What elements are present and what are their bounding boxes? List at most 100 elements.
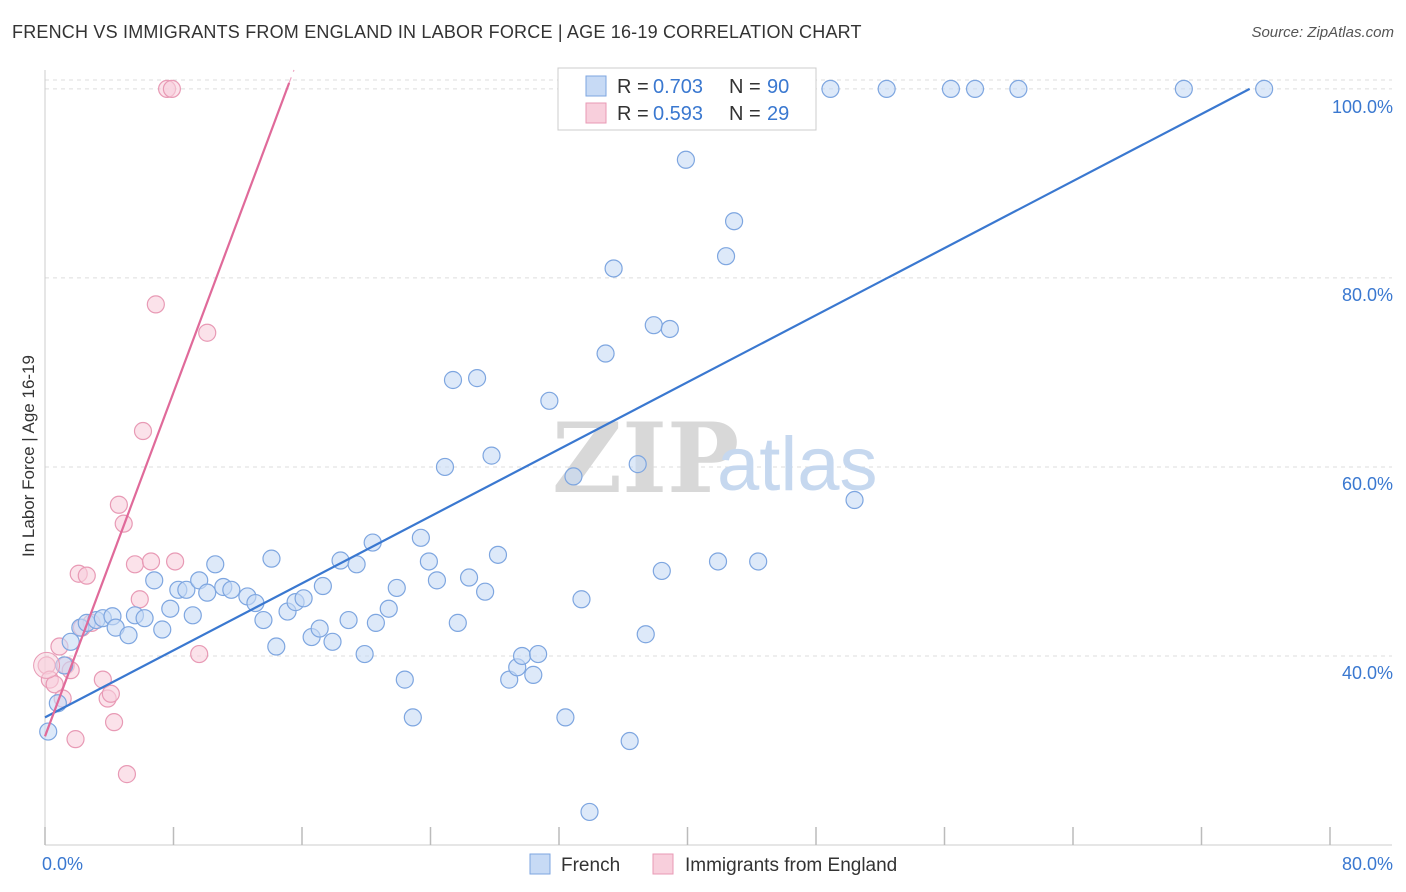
french-point — [708, 552, 728, 571]
french-trend-line — [44, 87, 1251, 719]
french-point — [411, 528, 430, 547]
legend-r-label-1: R = — [617, 76, 649, 98]
y-tick-label: 100.0% — [1332, 97, 1393, 117]
french-point — [310, 619, 329, 638]
french-point — [262, 549, 281, 568]
french-point — [198, 583, 217, 602]
french-point — [604, 259, 623, 278]
england-point — [101, 684, 120, 703]
watermark: ZIP atlas — [552, 402, 878, 515]
french-point — [941, 79, 961, 99]
england-point — [109, 495, 128, 514]
french-point — [183, 606, 202, 625]
french-point — [443, 370, 463, 390]
axis-layer — [44, 70, 1392, 846]
french-point — [596, 344, 615, 363]
french-point — [427, 571, 447, 590]
french-point — [965, 79, 985, 99]
french-point — [524, 665, 543, 684]
french-point — [821, 79, 840, 99]
chart-title: FRENCH VS IMMIGRANTS FROM ENGLAND IN LAB… — [12, 22, 862, 42]
french-point — [1009, 79, 1028, 99]
england-point — [141, 552, 161, 571]
bottom-legend-england: Immigrants from England — [685, 855, 897, 876]
french-point — [161, 599, 180, 618]
england-point — [117, 765, 137, 784]
x-tick-label: 80.0% — [1342, 854, 1393, 874]
french-point — [660, 319, 679, 339]
y-tick-label: 80.0% — [1342, 285, 1393, 305]
england-point — [130, 590, 149, 609]
bottom-legend-swatch-french — [529, 853, 551, 875]
england-point — [166, 552, 185, 571]
england-point — [104, 713, 124, 732]
french-point — [254, 610, 273, 630]
french-point — [644, 316, 663, 335]
french-point — [267, 637, 286, 656]
legend-r-value-2: 0.593 — [653, 103, 703, 125]
french-point — [119, 626, 138, 645]
french-point — [403, 708, 422, 727]
legend-box: R = 0.703 N = 90 R = 0.593 N = 29 — [557, 67, 817, 131]
watermark-zip: ZIP — [552, 402, 739, 515]
bottom-legend-french: French — [561, 855, 620, 876]
french-point — [529, 644, 548, 664]
chart-source: Source: ZipAtlas.com — [1251, 24, 1394, 41]
legend-swatch-french — [585, 75, 607, 97]
french-point — [395, 670, 414, 689]
french-point — [628, 455, 647, 474]
legend-r-label-2: R = — [617, 103, 649, 125]
french-point — [1255, 79, 1274, 99]
french-point — [145, 571, 164, 590]
french-point — [294, 589, 313, 608]
england-point — [198, 323, 217, 342]
french-point — [339, 610, 358, 630]
french-point — [724, 212, 744, 231]
french-point — [323, 632, 342, 651]
french-point — [580, 802, 599, 822]
england-trend-line — [43, 82, 291, 737]
french-point — [716, 247, 736, 266]
y-tick-label: 40.0% — [1342, 663, 1393, 683]
french-point — [676, 150, 695, 169]
french-point — [845, 490, 864, 510]
england-point — [33, 651, 61, 679]
french-point — [246, 593, 265, 613]
england-point — [125, 555, 145, 574]
tick-labels: 40.0% 60.0% 80.0% 100.0% 0.0% 80.0% — [42, 97, 1393, 874]
trend-layer — [43, 69, 1251, 737]
french-point — [387, 578, 406, 598]
england-point — [146, 295, 165, 314]
french-point — [556, 708, 575, 727]
legend-n-label-1: N = — [729, 76, 761, 98]
legend-swatch-england — [585, 102, 607, 124]
england-point — [133, 421, 153, 441]
legend-r-value-1: 0.703 — [653, 76, 703, 98]
french-point — [366, 613, 385, 632]
legend-n-label-2: N = — [729, 103, 761, 125]
england-point — [77, 566, 96, 585]
y-tick-label: 60.0% — [1342, 474, 1393, 494]
french-point — [177, 580, 196, 599]
french-point — [435, 457, 455, 477]
french-point — [476, 582, 495, 601]
bottom-legend-swatch-england — [652, 853, 674, 875]
french-point — [482, 446, 501, 465]
french-point — [488, 545, 508, 564]
england-trend-extension — [288, 69, 295, 84]
england-point — [190, 644, 209, 664]
french-point — [39, 722, 58, 741]
french-point — [620, 731, 639, 751]
french-point — [355, 644, 374, 664]
legend-n-value-2: 29 — [767, 103, 789, 125]
french-point — [749, 552, 768, 571]
french-point — [467, 369, 487, 388]
french-point — [419, 552, 438, 571]
french-point — [877, 79, 896, 99]
french-point — [564, 467, 583, 486]
french-point — [222, 580, 241, 599]
french-point — [459, 568, 479, 587]
french-point — [153, 620, 172, 639]
x-tick-label: 0.0% — [42, 854, 83, 874]
